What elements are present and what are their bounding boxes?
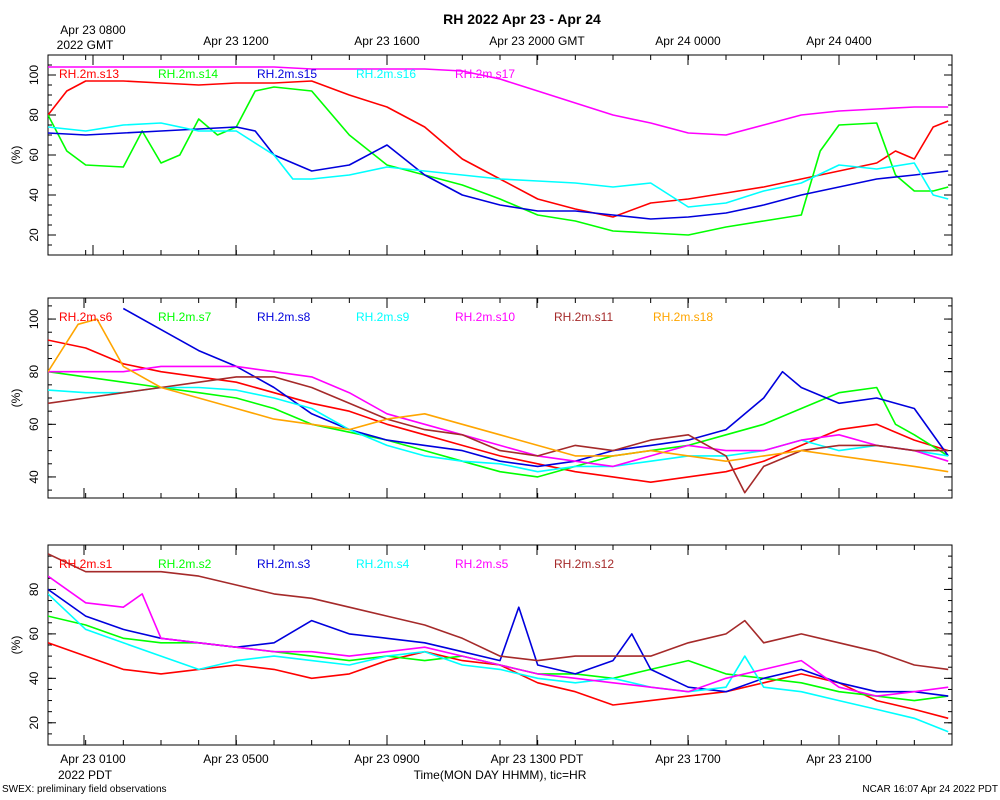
y-tick-label: 80 xyxy=(27,108,41,122)
y-tick-label: 20 xyxy=(27,228,41,242)
legend-RH.2m.s16: RH.2m.s16 xyxy=(356,67,416,81)
panel-top: 20 40 60 80 100 (%) RH.2m.s13 RH.2m.s14 RH.2m.s1… xyxy=(9,54,953,256)
series-line-RH.2m.s6 xyxy=(48,339,949,484)
panel-middle: 40 60 80 100 (%) RH.2m.s6 RH.2m.s7 RH.2m.s8 RH.2… xyxy=(9,297,953,499)
panel-bottom: 20 40 60 80 (%) RH.2m.s1 RH.2m.s2 RH.2m.s3 RH.2m… xyxy=(9,544,953,746)
top-axis-label-4: Apr 24 0000 xyxy=(655,34,721,48)
legend-RH.2m.s2: RH.2m.s2 xyxy=(158,557,212,571)
legend-RH.2m.s12: RH.2m.s12 xyxy=(554,557,614,571)
legend-RH.2m.s10: RH.2m.s10 xyxy=(455,310,515,324)
x-axis-title: Time(MON DAY HHMM), tic=HR xyxy=(414,768,587,782)
series-line-RH.2m.s15 xyxy=(48,126,949,220)
legend-RH.2m.s8: RH.2m.s8 xyxy=(257,310,311,324)
series-line-RH.2m.s1 xyxy=(48,642,949,720)
legend-RH.2m.s5: RH.2m.s5 xyxy=(455,557,509,571)
y-tick-label: 100 xyxy=(27,65,41,85)
series-line-RH.2m.s17 xyxy=(48,66,949,136)
legend-RH.2m.s4: RH.2m.s4 xyxy=(356,557,410,571)
bottom-axis-label-5: Apr 23 2100 xyxy=(806,752,872,766)
y-tick-label: 60 xyxy=(27,417,41,431)
top-year-label: 2022 GMT xyxy=(57,38,114,52)
chart-title: RH 2022 Apr 23 - Apr 24 xyxy=(443,11,601,27)
legend-RH.2m.s18: RH.2m.s18 xyxy=(653,310,713,324)
top-axis-label-5: Apr 24 0400 xyxy=(806,34,872,48)
y-tick-label: 60 xyxy=(27,627,41,641)
top-axis-labels: Apr 23 0800 Apr 23 1200 Apr 23 1600 Apr … xyxy=(57,23,872,52)
series-line-RH.2m.s4 xyxy=(48,593,949,733)
series-line-RH.2m.s9 xyxy=(48,386,949,473)
top-axis-label-1: Apr 23 1200 xyxy=(203,34,269,48)
y-axis-title: (%) xyxy=(9,636,23,655)
series-line-RH.2m.s16 xyxy=(48,122,949,208)
footer-right: NCAR 16:07 Apr 24 2022 PDT xyxy=(862,784,998,795)
top-axis-label-0: Apr 23 0800 xyxy=(60,23,126,37)
legend-RH.2m.s17: RH.2m.s17 xyxy=(455,67,515,81)
legend-RH.2m.s7: RH.2m.s7 xyxy=(158,310,212,324)
series-line-RH.2m.s10 xyxy=(48,365,949,468)
bottom-year-label: 2022 PDT xyxy=(58,768,113,782)
y-tick-label: 40 xyxy=(27,188,41,202)
y-tick-label: 40 xyxy=(27,671,41,685)
legend-RH.2m.s1: RH.2m.s1 xyxy=(59,557,113,571)
series-group xyxy=(48,307,949,494)
series-group xyxy=(48,66,949,236)
y-axis-title: (%) xyxy=(9,146,23,165)
y-tick-label: 80 xyxy=(27,582,41,596)
legend-RH.2m.s9: RH.2m.s9 xyxy=(356,310,410,324)
series-line-RH.2m.s11 xyxy=(48,376,949,494)
y-tick-label: 80 xyxy=(27,365,41,379)
y-tick-label: 60 xyxy=(27,148,41,162)
series-line-RH.2m.s12 xyxy=(48,553,949,671)
legend-RH.2m.s11: RH.2m.s11 xyxy=(554,310,613,324)
plot-frame xyxy=(47,297,953,499)
legend-RH.2m.s6: RH.2m.s6 xyxy=(59,310,113,324)
top-axis-label-2: Apr 23 1600 xyxy=(354,34,420,48)
footer-left: SWEX: preliminary field observations xyxy=(2,784,167,795)
top-axis-label-3: Apr 23 2000 GMT xyxy=(489,34,585,48)
bottom-axis-labels: Apr 23 0100 Apr 23 0500 Apr 23 0900 Apr … xyxy=(58,752,872,782)
bottom-axis-label-0: Apr 23 0100 xyxy=(60,752,126,766)
series-line-RH.2m.s14 xyxy=(48,86,949,236)
series-group xyxy=(48,553,949,733)
legend-RH.2m.s14: RH.2m.s14 xyxy=(158,67,218,81)
series-line-RH.2m.s5 xyxy=(48,575,949,697)
y-axis-title: (%) xyxy=(9,389,23,408)
series-line-RH.2m.s8 xyxy=(122,307,949,468)
series-line-RH.2m.s2 xyxy=(48,615,949,702)
bottom-axis-label-2: Apr 23 0900 xyxy=(354,752,420,766)
legend-RH.2m.s15: RH.2m.s15 xyxy=(257,67,317,81)
bottom-axis-label-3: Apr 23 1300 PDT xyxy=(491,752,584,766)
y-tick-label: 100 xyxy=(27,309,41,329)
series-line-RH.2m.s7 xyxy=(48,370,949,478)
bottom-axis-label-4: Apr 23 1700 xyxy=(655,752,721,766)
y-tick-label: 40 xyxy=(27,470,41,484)
series-line-RH.2m.s18 xyxy=(48,318,949,473)
legend-RH.2m.s13: RH.2m.s13 xyxy=(59,67,119,81)
bottom-axis-label-1: Apr 23 0500 xyxy=(203,752,269,766)
y-tick-label: 20 xyxy=(27,716,41,730)
legend-RH.2m.s3: RH.2m.s3 xyxy=(257,557,311,571)
